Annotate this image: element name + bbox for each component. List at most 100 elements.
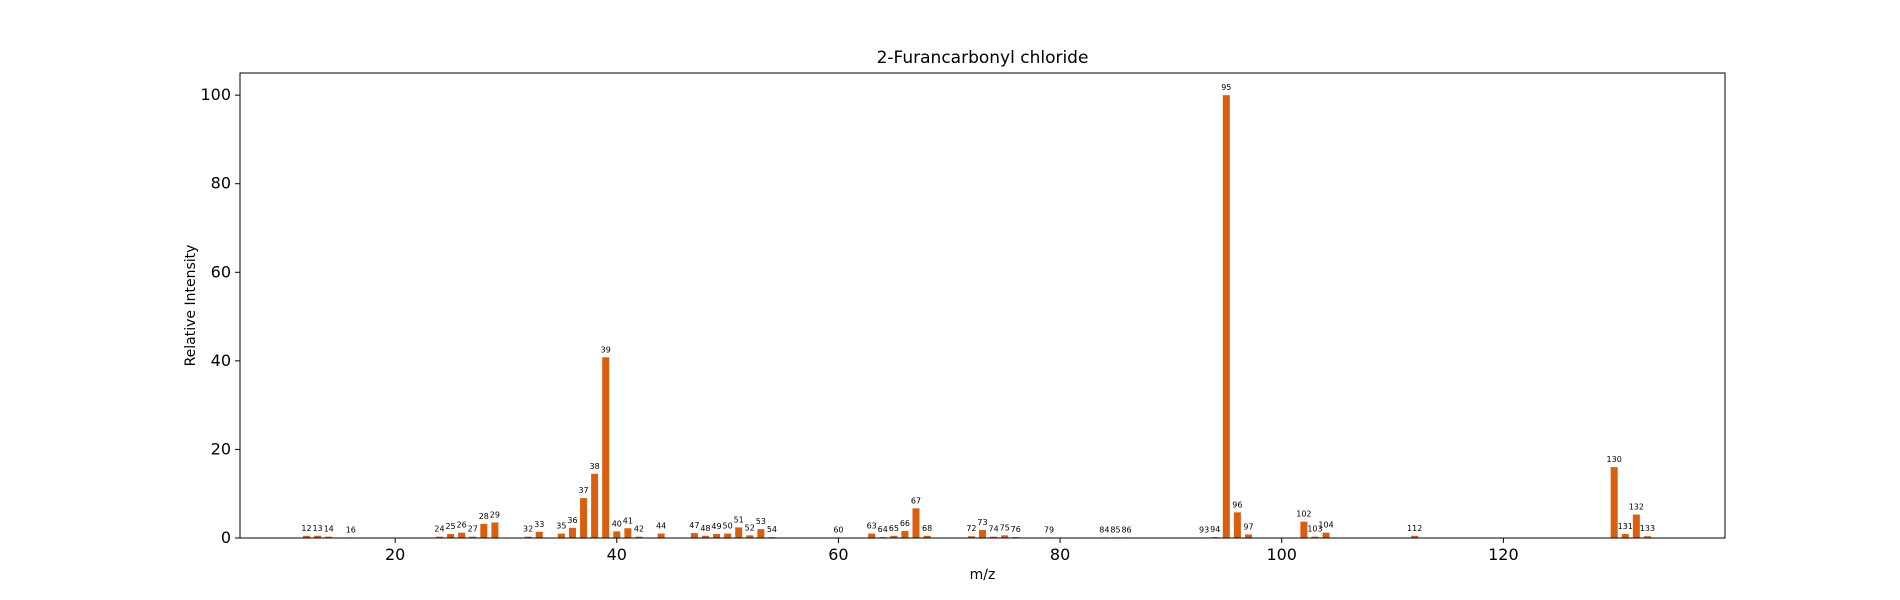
peak-bar-51 [735, 527, 743, 538]
peak-bar-38 [591, 473, 599, 538]
peak-bar-44 [657, 533, 665, 538]
peak-label-14: 14 [324, 525, 334, 534]
peak-bar-66 [901, 530, 909, 538]
peak-bar-33 [535, 531, 543, 538]
peak-bar-50 [724, 533, 732, 538]
peak-label-76: 76 [1011, 525, 1021, 534]
x-tick-label-20: 20 [385, 545, 405, 564]
peak-label-40: 40 [612, 519, 622, 528]
peak-label-73: 73 [977, 518, 987, 527]
peak-label-37: 37 [578, 486, 588, 495]
y-tick-label-60: 60 [211, 262, 231, 281]
peak-bar-63 [868, 533, 876, 538]
peak-bar-25 [447, 534, 455, 538]
peak-label-44: 44 [656, 522, 666, 531]
peak-bar-74 [990, 536, 998, 538]
peak-label-65: 65 [889, 524, 899, 533]
peak-label-35: 35 [556, 522, 566, 531]
peak-label-104: 104 [1318, 521, 1333, 530]
peak-bar-13 [314, 535, 322, 538]
peak-label-93: 93 [1199, 525, 1209, 534]
peak-bar-41 [624, 528, 632, 538]
peak-bar-132 [1632, 514, 1640, 538]
peak-label-68: 68 [922, 524, 932, 533]
peak-label-131: 131 [1618, 522, 1633, 531]
peak-bar-49 [713, 534, 721, 538]
peak-label-132: 132 [1629, 503, 1644, 512]
peak-bar-53 [757, 529, 765, 538]
peak-label-94: 94 [1210, 525, 1220, 534]
y-tick-label-40: 40 [211, 351, 231, 370]
peak-label-130: 130 [1607, 455, 1622, 464]
peak-label-102: 102 [1296, 510, 1311, 519]
peak-label-97: 97 [1243, 522, 1253, 531]
peak-bar-24 [435, 536, 443, 538]
peak-bar-32 [524, 536, 532, 538]
peak-label-16: 16 [346, 525, 356, 534]
peak-label-38: 38 [590, 462, 600, 471]
peak-label-51: 51 [734, 515, 744, 524]
x-tick-label-60: 60 [828, 545, 848, 564]
peak-label-63: 63 [867, 522, 877, 531]
peak-label-50: 50 [723, 522, 733, 531]
peak-label-67: 67 [911, 496, 921, 505]
peak-label-12: 12 [301, 524, 311, 533]
peak-bar-104 [1322, 532, 1330, 538]
peak-label-96: 96 [1232, 500, 1242, 509]
peak-bar-28 [480, 523, 488, 538]
x-tick-label-80: 80 [1050, 545, 1070, 564]
x-tick-label-100: 100 [1266, 545, 1297, 564]
y-tick-label-100: 100 [200, 85, 231, 104]
chart-title: 2-Furancarbonyl chloride [877, 48, 1089, 68]
peak-bar-14 [325, 536, 333, 538]
peak-bar-67 [912, 508, 920, 538]
peak-bar-95 [1222, 95, 1230, 539]
peak-bar-37 [580, 498, 588, 538]
peak-label-84: 84 [1099, 525, 1109, 534]
peak-label-36: 36 [567, 516, 577, 525]
y-axis-title: Relative Intensity [183, 245, 199, 367]
peak-label-52: 52 [745, 523, 755, 532]
y-tick-label-0: 0 [221, 528, 231, 547]
peak-label-60: 60 [833, 525, 843, 534]
peak-bar-96 [1233, 512, 1241, 538]
peak-label-49: 49 [711, 522, 721, 531]
peak-label-79: 79 [1044, 525, 1054, 534]
peak-bar-103 [1311, 536, 1319, 538]
peak-bar-52 [746, 535, 754, 538]
peak-bar-27 [469, 536, 477, 538]
peak-label-47: 47 [689, 521, 699, 530]
peak-bar-75 [1001, 535, 1009, 538]
x-axis-title: m/z [970, 567, 996, 583]
peak-label-24: 24 [434, 525, 444, 534]
peak-label-64: 64 [878, 525, 888, 534]
y-tick-label-20: 20 [211, 439, 231, 458]
peak-bar-26 [458, 532, 466, 538]
x-tick-label-40: 40 [607, 545, 627, 564]
peak-bar-39 [602, 357, 610, 538]
plot-frame [239, 72, 1726, 539]
peak-label-53: 53 [756, 517, 766, 526]
peak-bar-12 [302, 535, 310, 538]
peak-label-66: 66 [900, 519, 910, 528]
peak-bar-130 [1610, 467, 1618, 538]
peak-bar-36 [568, 527, 576, 538]
y-tick-label-80: 80 [211, 174, 231, 193]
peak-label-54: 54 [767, 525, 777, 534]
peak-label-41: 41 [623, 516, 633, 525]
axes-layer: 20 40 60 80 100 120 0 20 40 60 80 100 [200, 72, 1726, 564]
peak-bar-40 [613, 531, 621, 538]
peak-bar-47 [690, 533, 698, 538]
peak-label-75: 75 [1000, 523, 1010, 532]
peak-label-33: 33 [534, 520, 544, 529]
peak-label-48: 48 [700, 524, 710, 533]
peak-label-26: 26 [457, 521, 467, 530]
peak-label-103: 103 [1307, 525, 1322, 534]
peak-label-39: 39 [601, 345, 611, 354]
peak-bar-65 [890, 535, 898, 538]
peak-label-86: 86 [1121, 525, 1131, 534]
peak-bar-68 [923, 535, 931, 538]
peak-bar-72 [967, 536, 975, 538]
